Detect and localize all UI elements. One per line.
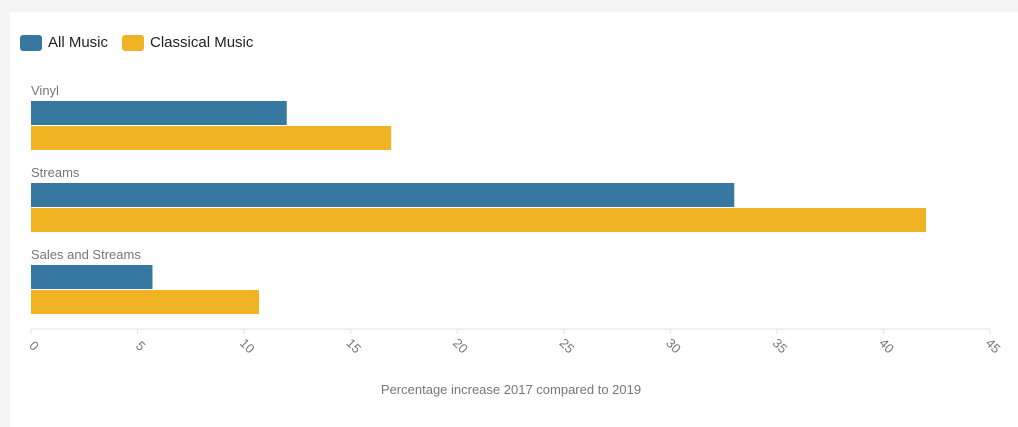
bar-sales-and-streams-all-music xyxy=(31,265,153,289)
x-tick-label-40: 40 xyxy=(876,335,897,356)
x-tick-label-15: 15 xyxy=(343,335,364,356)
bar-vinyl-all-music xyxy=(31,101,287,125)
legend-item-classical-music[interactable]: Classical Music xyxy=(122,34,253,51)
x-axis-title: Percentage increase 2017 compared to 201… xyxy=(381,382,641,397)
bar-sales-and-streams-classical-music xyxy=(31,290,260,314)
legend: All Music Classical Music xyxy=(20,34,253,51)
x-tick-label-30: 30 xyxy=(663,335,684,356)
legend-item-all-music[interactable]: All Music xyxy=(20,34,108,51)
legend-swatch-all-music xyxy=(20,34,42,51)
x-tick-label-25: 25 xyxy=(557,335,578,356)
legend-swatch-classical-music xyxy=(122,34,145,51)
x-tick-label-45: 45 xyxy=(983,335,1004,356)
x-tick-label-35: 35 xyxy=(770,335,791,356)
x-tick-label-5: 5 xyxy=(133,338,149,354)
bar-vinyl-classical-music xyxy=(31,126,392,150)
category-label-sales-and-streams: Sales and Streams xyxy=(31,247,141,262)
x-tick-label-20: 20 xyxy=(450,335,471,356)
category-label-streams: Streams xyxy=(31,165,80,180)
legend-label-classical-music: Classical Music xyxy=(150,34,254,51)
legend-label-all-music: All Music xyxy=(48,34,109,51)
bar-streams-classical-music xyxy=(31,208,927,232)
category-label-vinyl: Vinyl xyxy=(31,83,59,98)
x-tick-label-0: 0 xyxy=(26,338,42,354)
x-tick-label-10: 10 xyxy=(237,335,258,356)
bar-streams-all-music xyxy=(31,183,735,207)
